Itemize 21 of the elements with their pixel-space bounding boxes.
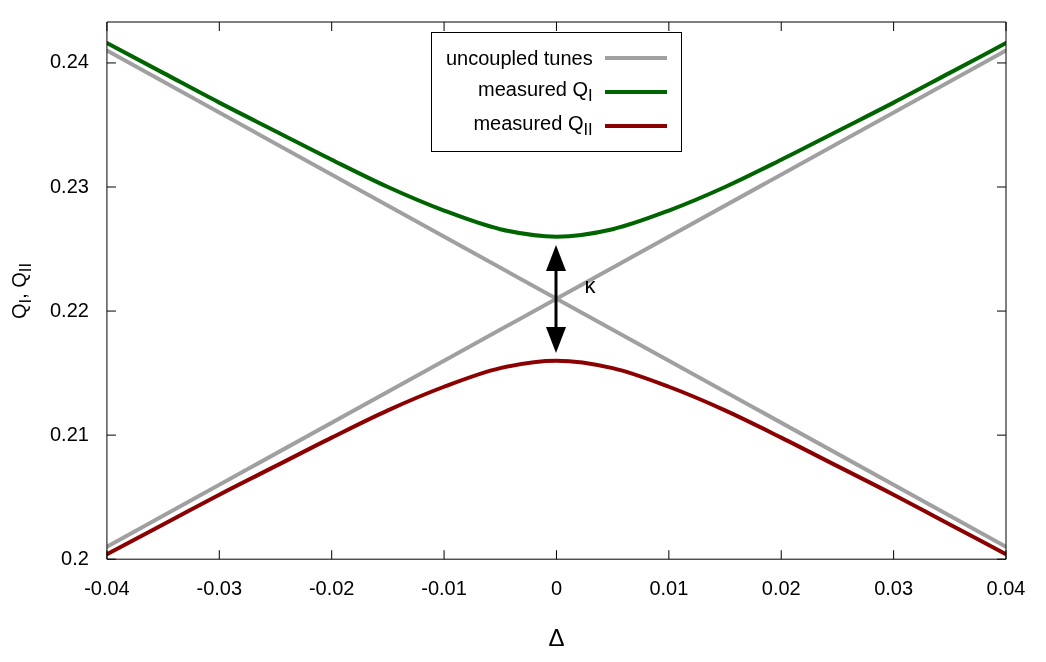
x-axis-title: Δ <box>548 624 565 652</box>
line-series <box>106 358 1006 557</box>
x-tick-label: 0.03 <box>874 576 914 599</box>
x-tick-label: 0.02 <box>761 576 801 599</box>
x-tick-label: -0.04 <box>84 576 130 599</box>
y-tick-label: 0.24 <box>49 50 89 73</box>
annotation: κ <box>584 272 597 298</box>
x-tick-label: 0 <box>550 576 563 599</box>
line-series <box>106 41 1006 239</box>
legend-label: uncoupled tunes <box>445 46 593 70</box>
legend-label: measured Q$_{II}$ <box>473 112 593 140</box>
y-tick-label: 0.2 <box>61 546 89 569</box>
x-tick-label: -0.02 <box>308 576 355 599</box>
y-tick-label: 0.22 <box>49 298 89 321</box>
x-tick-label: 0.04 <box>986 576 1026 599</box>
x-tick-label: -0.01 <box>421 576 467 599</box>
x-tick-label: 0.01 <box>649 576 689 599</box>
legend-label: measured Q$_{I}$ <box>478 78 593 106</box>
x-tick-label: -0.03 <box>196 576 243 599</box>
y-tick-label: 0.23 <box>49 174 89 197</box>
y-tick-label: 0.21 <box>49 422 89 445</box>
